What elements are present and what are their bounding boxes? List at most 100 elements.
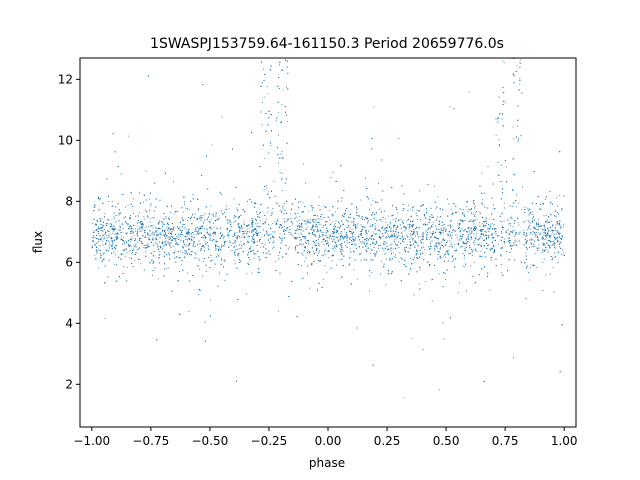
data-point xyxy=(369,290,370,292)
data-point xyxy=(173,213,175,215)
data-point xyxy=(135,230,136,232)
data-point xyxy=(308,250,310,252)
data-point xyxy=(308,210,310,212)
data-point xyxy=(198,294,199,295)
data-point xyxy=(535,235,537,236)
data-point xyxy=(183,211,184,213)
data-point xyxy=(248,223,250,225)
data-point xyxy=(415,212,417,214)
data-point xyxy=(208,247,210,249)
data-point xyxy=(209,221,211,223)
data-point xyxy=(191,232,193,234)
data-point xyxy=(387,224,389,226)
data-point xyxy=(435,232,437,234)
data-point xyxy=(493,229,495,230)
data-point xyxy=(495,134,497,136)
data-point xyxy=(370,219,372,220)
data-point xyxy=(109,233,111,235)
data-point xyxy=(139,228,141,229)
data-point xyxy=(202,275,203,277)
data-point xyxy=(209,240,211,241)
data-point xyxy=(357,214,359,216)
data-point xyxy=(228,208,230,210)
data-point xyxy=(183,228,185,230)
data-point xyxy=(220,257,222,259)
data-point xyxy=(148,239,149,241)
data-point xyxy=(462,245,464,247)
data-point xyxy=(360,253,362,255)
data-point xyxy=(218,219,219,220)
data-point xyxy=(502,229,504,230)
data-point xyxy=(338,233,340,235)
data-point xyxy=(411,224,413,226)
data-point xyxy=(467,234,469,235)
data-point xyxy=(425,224,426,226)
data-point xyxy=(279,172,281,173)
data-point xyxy=(264,234,266,236)
data-point xyxy=(366,244,367,245)
data-point xyxy=(148,239,150,241)
data-point xyxy=(473,233,474,235)
data-point xyxy=(349,227,351,229)
data-point xyxy=(442,238,444,240)
data-point xyxy=(251,272,253,274)
data-point xyxy=(398,235,400,237)
data-point xyxy=(351,228,353,230)
data-point xyxy=(445,278,446,280)
data-point xyxy=(168,231,170,233)
data-point xyxy=(135,225,137,227)
data-point xyxy=(249,258,250,260)
data-point xyxy=(188,235,190,237)
data-point xyxy=(298,224,300,226)
data-point xyxy=(180,250,182,252)
data-point xyxy=(551,229,553,231)
data-point xyxy=(318,218,320,220)
data-point xyxy=(282,208,284,210)
data-point xyxy=(362,218,363,220)
data-point xyxy=(259,272,261,274)
data-point xyxy=(213,226,215,228)
data-point xyxy=(363,226,364,228)
data-point xyxy=(205,271,207,272)
data-point xyxy=(373,106,375,108)
data-point xyxy=(448,203,450,205)
data-point xyxy=(229,221,231,223)
data-point xyxy=(132,206,133,207)
data-point xyxy=(444,260,445,262)
data-point xyxy=(106,230,108,232)
data-point xyxy=(371,272,373,273)
data-point xyxy=(236,232,238,234)
data-point xyxy=(392,248,394,250)
data-point xyxy=(112,243,113,245)
data-point xyxy=(141,224,143,226)
data-point xyxy=(390,223,391,225)
data-point xyxy=(386,245,388,247)
data-point xyxy=(162,233,164,235)
data-point xyxy=(268,224,269,225)
data-point xyxy=(306,221,308,223)
data-point xyxy=(518,224,520,226)
data-point xyxy=(443,239,445,241)
data-point xyxy=(142,226,143,228)
data-point xyxy=(167,242,169,244)
data-point xyxy=(392,252,394,254)
data-point xyxy=(435,225,436,227)
data-point xyxy=(237,254,238,256)
data-point xyxy=(373,253,375,254)
data-point xyxy=(259,213,260,215)
data-point xyxy=(516,231,518,233)
data-point xyxy=(468,231,470,233)
data-point xyxy=(136,241,138,243)
data-point xyxy=(470,209,471,211)
data-point xyxy=(378,244,379,246)
data-point xyxy=(359,231,361,233)
data-point xyxy=(247,228,249,230)
data-point xyxy=(522,229,524,231)
data-point xyxy=(551,245,553,246)
data-point xyxy=(319,224,321,225)
data-point xyxy=(390,248,392,250)
data-point xyxy=(422,246,424,248)
data-point xyxy=(272,208,274,209)
data-point xyxy=(383,244,385,245)
data-point xyxy=(445,256,446,258)
